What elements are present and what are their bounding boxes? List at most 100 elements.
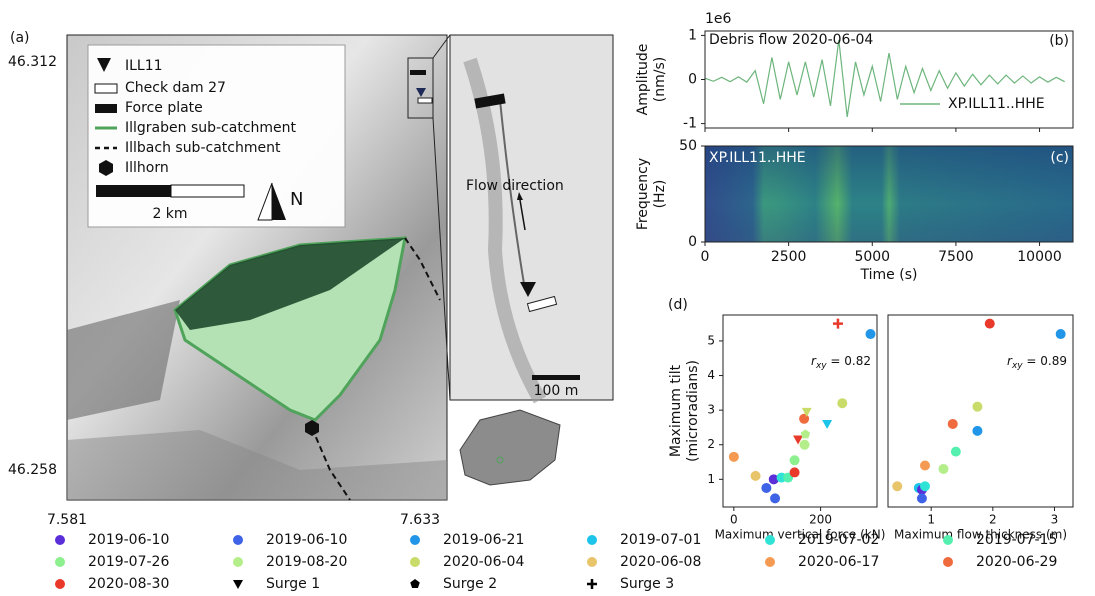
annotation-value: = 0.89 bbox=[1023, 354, 1067, 368]
point bbox=[55, 535, 65, 545]
point bbox=[765, 557, 775, 567]
y-axis-label: Amplitude bbox=[635, 44, 651, 116]
y-tick-label: 4 bbox=[707, 368, 715, 382]
legend-label: 2020-06-17 bbox=[798, 554, 879, 570]
legend-label: Surge 2 bbox=[443, 576, 497, 592]
x-tick-label: 2500 bbox=[771, 249, 807, 265]
inset-annotation: Flow direction bbox=[466, 178, 564, 194]
map-legend-label: Illgraben sub-catchment bbox=[125, 120, 297, 136]
panel-label: (b) bbox=[1049, 33, 1069, 49]
inset-scale-label: 100 m bbox=[534, 383, 579, 399]
lat-label: 46.312 bbox=[8, 54, 57, 70]
point bbox=[837, 398, 847, 408]
legend-label: 2020-06-08 bbox=[620, 554, 701, 570]
y-tick-label: 50 bbox=[679, 138, 697, 154]
map-legend-label: Force plate bbox=[125, 100, 203, 116]
point bbox=[800, 440, 810, 450]
point bbox=[761, 483, 771, 493]
point bbox=[587, 579, 597, 589]
y-tick-label: 5 bbox=[707, 333, 715, 347]
y-tick-label: 1 bbox=[688, 27, 697, 43]
y-axis-label: (nm/s) bbox=[652, 57, 668, 102]
legend-label: Surge 3 bbox=[620, 576, 674, 592]
legend-label: 2020-06-04 bbox=[443, 554, 524, 570]
annotation-subscript: xy bbox=[1011, 361, 1023, 371]
x-tick-label: 7500 bbox=[938, 249, 974, 265]
point bbox=[833, 319, 843, 329]
north-label: N bbox=[290, 189, 303, 210]
x-tick-label: 2 bbox=[989, 513, 997, 527]
map-legend-label: Illhorn bbox=[125, 160, 169, 176]
offset-label: 1e6 bbox=[705, 11, 732, 27]
point bbox=[822, 420, 832, 429]
x-tick-label: 5000 bbox=[854, 249, 890, 265]
y-tick-label: 0 bbox=[688, 234, 697, 250]
point bbox=[587, 535, 597, 545]
map-legend-label: ILL11 bbox=[125, 58, 163, 74]
annotation-value: = 0.82 bbox=[827, 354, 871, 368]
point bbox=[233, 557, 243, 567]
lon-label: 7.581 bbox=[47, 512, 87, 528]
lon-label: 7.633 bbox=[400, 512, 440, 528]
legend-label: 2019-06-10 bbox=[266, 532, 347, 548]
y-tick-label: -1 bbox=[683, 116, 697, 132]
panel-label: (d) bbox=[668, 297, 688, 313]
panel-label: (a) bbox=[10, 30, 30, 46]
point bbox=[751, 471, 761, 481]
point bbox=[1056, 329, 1066, 339]
legend-label: 2019-07-15 bbox=[976, 532, 1057, 548]
legend-label: Surge 1 bbox=[266, 576, 320, 592]
plot-frame bbox=[888, 315, 1073, 507]
annotation-subscript: xy bbox=[815, 361, 827, 371]
point bbox=[729, 452, 739, 462]
point bbox=[943, 557, 953, 567]
legend-label: 2020-08-30 bbox=[88, 576, 169, 592]
y-axis-label: (microradians) bbox=[685, 360, 701, 462]
legend-label: 2020-06-29 bbox=[976, 554, 1057, 570]
point bbox=[233, 580, 243, 589]
point bbox=[972, 426, 982, 436]
point bbox=[799, 414, 809, 424]
legend-label: 2019-08-20 bbox=[266, 554, 347, 570]
point bbox=[410, 535, 420, 545]
point bbox=[951, 447, 961, 457]
point bbox=[410, 557, 420, 567]
point bbox=[920, 481, 930, 491]
panel-label: (c) bbox=[1050, 150, 1069, 166]
legend-label: 2019-06-21 bbox=[443, 532, 524, 548]
legend-label: 2019-06-10 bbox=[88, 532, 169, 548]
y-tick-label: 1 bbox=[707, 472, 715, 486]
point bbox=[939, 464, 949, 474]
y-tick-label: 3 bbox=[707, 403, 715, 417]
plot-frame bbox=[723, 315, 877, 507]
x-tick-label: 0 bbox=[730, 513, 738, 527]
point bbox=[770, 493, 780, 503]
legend-label: 2019-07-02 bbox=[798, 532, 879, 548]
map-legend-label: Illbach sub-catchment bbox=[125, 140, 281, 156]
x-tick-label: 10000 bbox=[1017, 249, 1062, 265]
point bbox=[790, 467, 800, 477]
x-tick-label: 200 bbox=[809, 513, 832, 527]
point bbox=[790, 455, 800, 465]
point bbox=[943, 535, 953, 545]
point bbox=[917, 493, 927, 503]
lat-label: 46.258 bbox=[8, 462, 57, 478]
point bbox=[985, 319, 995, 329]
map-legend-label: Check dam 27 bbox=[125, 80, 226, 96]
annotation: rxy = 0.82 bbox=[811, 354, 871, 371]
point bbox=[587, 557, 597, 567]
point bbox=[972, 402, 982, 412]
y-tick-label: 2 bbox=[707, 437, 715, 451]
annotation: Debris flow 2020-06-04 bbox=[709, 32, 873, 48]
point bbox=[55, 557, 65, 567]
point bbox=[948, 419, 958, 429]
y-axis-label: Frequency bbox=[635, 158, 651, 230]
scale-label: 2 km bbox=[152, 206, 187, 222]
y-tick-label: 0 bbox=[688, 72, 697, 88]
x-tick-label: 1 bbox=[927, 513, 935, 527]
point bbox=[920, 460, 930, 470]
legend-label: 2019-07-26 bbox=[88, 554, 169, 570]
x-tick-label: 0 bbox=[701, 249, 710, 265]
point bbox=[55, 579, 65, 589]
annotation: XP.ILL11..HHE bbox=[709, 150, 806, 166]
